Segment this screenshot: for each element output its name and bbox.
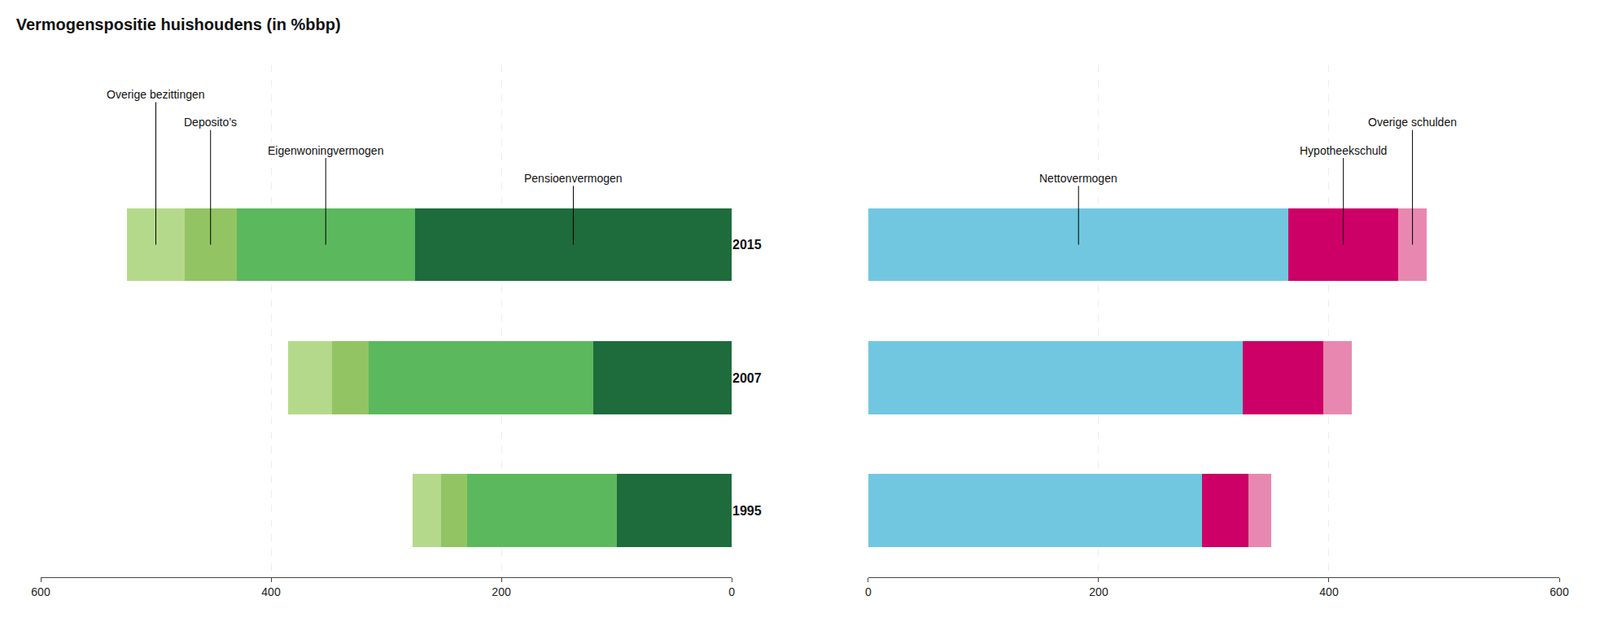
svg-text:Eigenwoningvermogen: Eigenwoningvermogen	[267, 144, 384, 158]
svg-text:0: 0	[728, 585, 735, 599]
svg-text:2015: 2015	[732, 237, 762, 252]
svg-text:200: 200	[1088, 585, 1109, 599]
svg-text:Overige bezittingen: Overige bezittingen	[106, 87, 206, 101]
svg-text:Deposito’s: Deposito’s	[183, 115, 237, 129]
svg-text:Vermogenspositie huishoudens (: Vermogenspositie huishoudens (in %bbp)	[16, 15, 341, 34]
svg-text:200: 200	[491, 585, 512, 599]
svg-text:2007: 2007	[732, 371, 762, 385]
svg-text:600: 600	[30, 585, 51, 599]
svg-text:1995: 1995	[732, 503, 762, 518]
svg-text:400: 400	[261, 585, 281, 599]
svg-text:Overige schulden: Overige schulden	[1368, 115, 1457, 129]
svg-text:Pensioenvermogen: Pensioenvermogen	[524, 171, 623, 185]
svg-text:0: 0	[865, 585, 872, 599]
svg-text:400: 400	[1319, 585, 1339, 599]
svg-text:600: 600	[1549, 585, 1570, 599]
svg-text:Nettovermogen: Nettovermogen	[1039, 171, 1118, 185]
svg-text:Hypotheekschuld: Hypotheekschuld	[1299, 144, 1387, 158]
